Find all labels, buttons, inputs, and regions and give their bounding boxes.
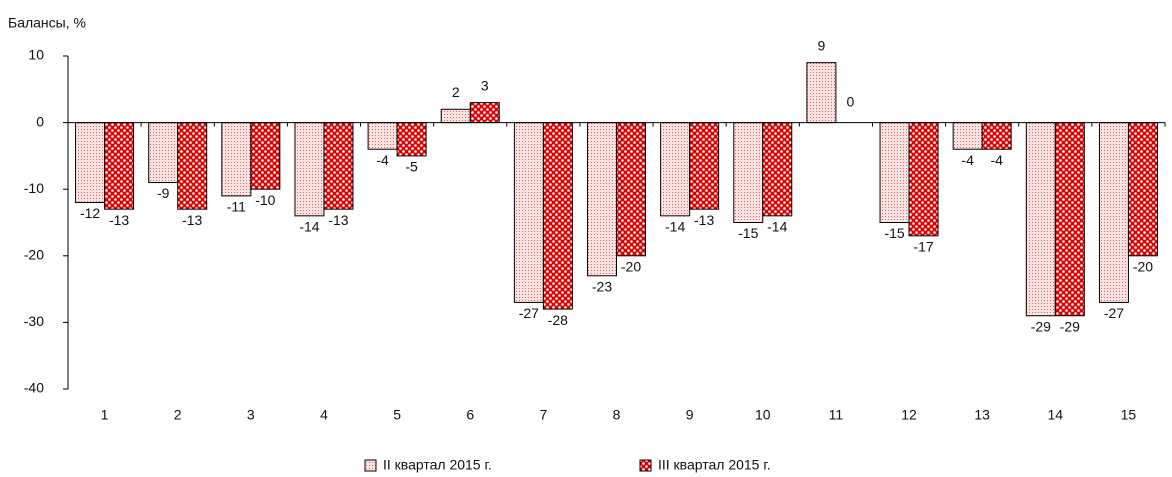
bar <box>952 122 983 150</box>
bar <box>1054 122 1085 317</box>
value-label: 0 <box>847 93 855 109</box>
x-tick-label: 14 <box>1048 407 1064 423</box>
bar <box>469 102 500 124</box>
bar <box>908 122 939 237</box>
bar <box>250 122 281 190</box>
value-label: -28 <box>548 312 568 328</box>
value-label: -20 <box>1133 259 1153 275</box>
x-tick-label: 2 <box>174 407 182 423</box>
value-label: -14 <box>767 219 787 235</box>
value-label: -11 <box>227 199 246 215</box>
x-tick-label: 10 <box>755 407 771 423</box>
value-label: -4 <box>990 152 1003 168</box>
y-tick-label: -10 <box>24 180 44 196</box>
value-label: -14 <box>299 219 319 235</box>
x-tick-label: 11 <box>829 407 844 423</box>
y-axis-label: Балансы, % <box>8 15 86 31</box>
value-label: -29 <box>1031 318 1051 334</box>
legend-label: III квартал 2015 г. <box>658 457 771 473</box>
value-label: -17 <box>913 239 933 255</box>
bar <box>1127 122 1158 257</box>
bar <box>323 122 354 210</box>
value-label: -13 <box>109 212 129 228</box>
bar <box>104 122 135 210</box>
bar <box>1025 122 1056 317</box>
y-tick-label: 10 <box>28 47 44 63</box>
value-label: -5 <box>405 159 418 175</box>
bar <box>733 122 764 223</box>
bar <box>879 122 910 223</box>
bar <box>616 122 646 257</box>
bar <box>762 122 793 217</box>
x-tick-label: 1 <box>101 407 109 423</box>
x-tick-label: 12 <box>901 407 917 423</box>
bar <box>75 122 106 204</box>
bar <box>689 122 720 210</box>
bar <box>806 62 837 124</box>
value-label: -13 <box>694 212 714 228</box>
x-tick-label: 6 <box>466 407 474 423</box>
bar <box>542 122 573 310</box>
x-tick-label: 9 <box>686 407 694 423</box>
value-label: -29 <box>1060 318 1080 334</box>
value-label: -23 <box>592 278 612 294</box>
legend-label: II квартал 2015 г. <box>383 457 492 473</box>
y-tick-label: -40 <box>24 380 44 396</box>
value-label: 3 <box>481 77 489 93</box>
legend-swatch <box>364 459 377 472</box>
y-tick-label: -30 <box>24 313 44 329</box>
bar <box>177 122 208 210</box>
value-label: -14 <box>665 219 685 235</box>
value-label: -9 <box>157 185 170 201</box>
value-label: -4 <box>376 152 389 168</box>
bar <box>440 108 471 124</box>
x-tick-label: 7 <box>539 407 547 423</box>
bar <box>294 122 325 217</box>
x-tick-label: 4 <box>320 407 328 423</box>
x-tick-label: 13 <box>974 407 990 423</box>
value-label: -27 <box>519 305 539 321</box>
bar <box>981 122 1012 150</box>
y-tick-label: 0 <box>36 113 44 129</box>
bar <box>367 122 398 150</box>
bar <box>396 122 427 157</box>
value-label: -20 <box>621 259 641 275</box>
x-tick-label: 5 <box>393 407 401 423</box>
value-label: -15 <box>884 225 904 241</box>
bar <box>1098 122 1129 303</box>
bar <box>660 122 691 217</box>
value-label: -27 <box>1104 305 1124 321</box>
bar <box>587 122 617 277</box>
value-label: 2 <box>452 84 460 100</box>
value-label: -12 <box>80 205 100 221</box>
bar <box>148 122 179 184</box>
value-label: -13 <box>182 212 202 228</box>
value-label: 9 <box>818 37 826 53</box>
bar <box>221 122 252 197</box>
value-label: -13 <box>328 212 348 228</box>
legend-swatch <box>639 459 652 472</box>
value-label: -10 <box>255 192 275 208</box>
bar <box>513 122 544 303</box>
value-label: -4 <box>961 152 974 168</box>
y-tick-label: -20 <box>24 247 44 263</box>
x-tick-label: 8 <box>613 407 621 423</box>
x-tick-label: 3 <box>247 407 255 423</box>
value-label: -15 <box>738 225 758 241</box>
x-tick-label: 15 <box>1121 407 1137 423</box>
